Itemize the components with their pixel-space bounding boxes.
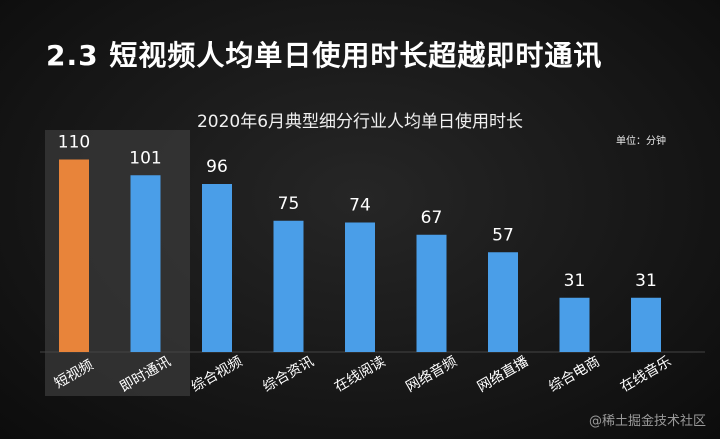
x-tick-label: 综合电商 [546, 354, 602, 396]
data-label: 67 [421, 208, 443, 228]
data-label: 101 [129, 148, 161, 168]
bar [59, 159, 89, 352]
x-tick-label: 综合视频 [189, 354, 245, 396]
data-label: 31 [564, 271, 586, 291]
bar [273, 220, 304, 352]
x-tick-label: 网络直播 [474, 353, 531, 396]
unit-label: 单位：分钟 [616, 136, 666, 147]
watermark: @稀土掘金技术社区 [588, 414, 706, 429]
data-label: 110 [58, 133, 90, 153]
x-tick-label: 综合资讯 [260, 354, 316, 396]
bar [416, 234, 447, 352]
bar [345, 222, 375, 352]
data-label: 96 [206, 157, 228, 177]
bar [130, 175, 161, 352]
data-label: 74 [349, 196, 371, 216]
bar [559, 297, 590, 352]
bar [488, 252, 518, 352]
x-tick-label: 在线阅读 [331, 353, 388, 396]
bar [631, 297, 661, 352]
x-tick-label: 在线音乐 [617, 353, 674, 396]
chart-title: 2020年6月典型细分行业人均单日使用时长 [196, 112, 524, 132]
x-tick-label: 网络音频 [403, 353, 460, 396]
bar [202, 184, 232, 352]
data-label: 31 [635, 271, 657, 291]
slide-title: 2.3 短视频人均单日使用时长超越即时通讯 [46, 39, 603, 72]
data-label: 57 [492, 225, 514, 245]
data-label: 75 [278, 194, 300, 214]
